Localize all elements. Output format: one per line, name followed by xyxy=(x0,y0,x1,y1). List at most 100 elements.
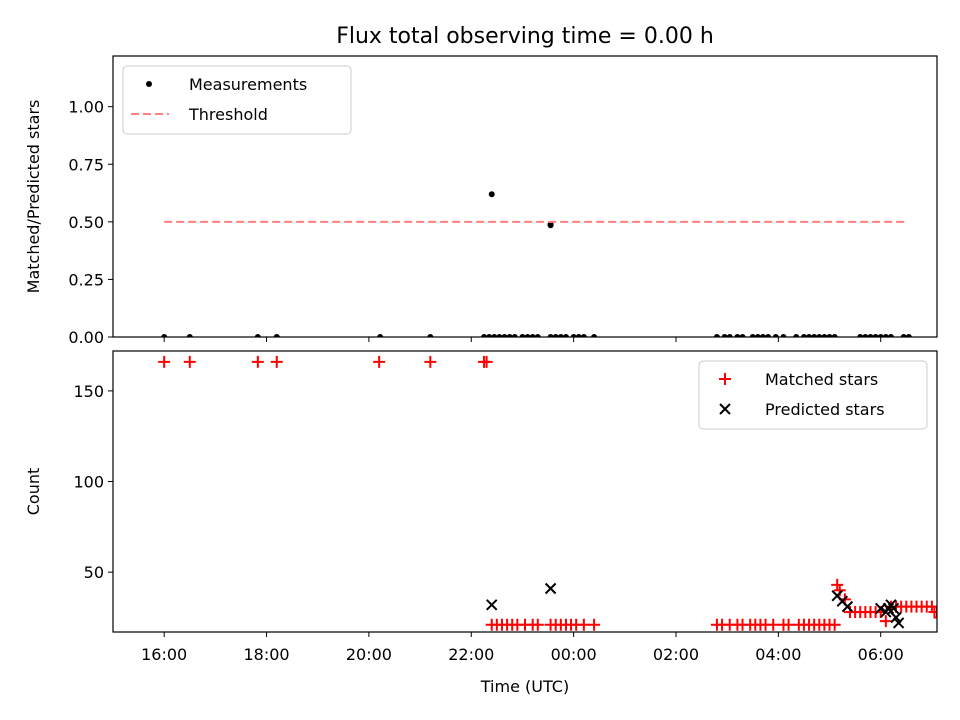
measurement-point xyxy=(887,334,894,337)
measurement-point xyxy=(734,334,741,337)
predicted-star-marker xyxy=(874,602,887,615)
measurement-point xyxy=(900,334,907,337)
predicted-star-marker xyxy=(841,600,854,613)
matched-star-marker xyxy=(828,618,841,631)
measurement-point xyxy=(486,334,493,337)
measurement-point xyxy=(721,334,728,337)
predicted-star-b xyxy=(880,606,892,618)
legend: Matched stars Predicted stars xyxy=(698,360,928,430)
measurement-point xyxy=(806,334,813,337)
x-tick-label: 02:00 xyxy=(653,645,699,664)
matched-star-marker xyxy=(373,355,386,368)
measurement-point xyxy=(905,334,912,337)
axes-frame xyxy=(112,350,938,633)
legend-label: Predicted stars xyxy=(765,400,885,419)
matched-star-marker xyxy=(767,618,780,631)
y-tick-label: 100 xyxy=(73,473,104,492)
measurement-point xyxy=(529,334,536,337)
measurement-point xyxy=(862,334,869,337)
measurement-point xyxy=(570,334,577,337)
predicted-star-marker xyxy=(885,599,897,611)
matched-star-marker xyxy=(831,578,844,591)
measurement-point xyxy=(591,334,598,337)
measurement-point xyxy=(811,334,818,337)
matched-star-marker xyxy=(577,618,590,631)
measurement-point xyxy=(273,334,280,337)
measurement-point xyxy=(726,334,733,337)
x-tick-label: 16:00 xyxy=(141,645,187,664)
y-tick-label: 0.75 xyxy=(68,155,104,174)
predicted-star-b xyxy=(892,617,905,629)
measurement-point xyxy=(713,334,720,337)
legend-predicted-swatch-b xyxy=(719,403,731,415)
matched-star-marker xyxy=(588,618,601,631)
y-tick-label: 150 xyxy=(73,382,104,401)
axes-frame xyxy=(112,55,938,338)
measurement-point xyxy=(580,334,587,337)
x-tick-label: 00:00 xyxy=(551,645,597,664)
measurement-point xyxy=(800,334,807,337)
predicted-star-marker xyxy=(880,606,892,618)
matched-star-marker xyxy=(933,616,937,619)
matched-star-marker xyxy=(925,600,937,613)
legend-label: Threshold xyxy=(188,105,268,124)
y-tick-label: 0.00 xyxy=(68,328,104,347)
measurement-point xyxy=(186,334,193,337)
measurement-point xyxy=(821,334,828,337)
measurement-point xyxy=(765,334,772,337)
matched-star-marker xyxy=(251,355,264,368)
predicted-star-b xyxy=(831,590,843,602)
measurement-point xyxy=(872,334,879,337)
measurement-point xyxy=(826,334,833,337)
predicted-star-marker xyxy=(544,582,557,595)
y-tick-label: 0.50 xyxy=(68,213,104,232)
y-axis-label: Matched/Predicted stars xyxy=(24,100,43,294)
predicted-star-b xyxy=(544,582,557,595)
matched-star-marker xyxy=(158,355,171,368)
predicted-star-b xyxy=(874,602,887,615)
measurement-point xyxy=(867,334,874,337)
measurement-point xyxy=(557,334,564,337)
matched-star-marker xyxy=(480,355,493,368)
bottom-panel: 50 100 150 16:00 18:00 20:00 22:00 00:00 02:00 04… xyxy=(24,350,938,696)
measurement-point xyxy=(882,334,889,337)
x-tick-label: 22:00 xyxy=(448,645,494,664)
measurement-point xyxy=(816,334,823,337)
legend-measurement-swatch xyxy=(146,81,152,87)
measurement-point xyxy=(547,334,554,337)
legend-box xyxy=(122,65,352,135)
legend-box xyxy=(698,360,928,430)
measurement-point xyxy=(501,334,508,337)
predicted-star-b xyxy=(841,600,854,613)
x-axis-label: Time (UTC) xyxy=(480,677,569,696)
matched-star-marker xyxy=(931,606,937,619)
measurement-point xyxy=(377,334,384,337)
measurement-point xyxy=(511,334,518,337)
measurement-point xyxy=(254,334,261,337)
x-tick-label: 06:00 xyxy=(858,645,904,664)
matched-star-marker xyxy=(183,355,196,368)
measurement-point xyxy=(759,334,766,337)
measurement-point xyxy=(780,334,787,337)
x-tick-label: 20:00 xyxy=(346,645,392,664)
measurement-point xyxy=(506,334,513,337)
measurement-point xyxy=(488,191,495,198)
measurement-point xyxy=(749,334,756,337)
matched-star-marker xyxy=(782,618,795,631)
measurement-point xyxy=(161,334,168,337)
measurement-point xyxy=(519,334,526,337)
x-tick-label: 04:00 xyxy=(755,645,801,664)
y-tick-label: 0.25 xyxy=(68,270,104,289)
measurement-point xyxy=(552,334,559,337)
y-axis-label: Count xyxy=(24,468,43,516)
figure-title: Flux total observing time = 0.00 h xyxy=(336,24,714,49)
predicted-star-b xyxy=(836,595,849,607)
legend-label: Measurements xyxy=(189,75,307,94)
measurement-point xyxy=(831,334,838,337)
measurement-point xyxy=(534,334,541,337)
legend-label: Matched stars xyxy=(765,370,878,389)
plot-area xyxy=(161,191,912,337)
predicted-star-b xyxy=(486,599,498,611)
plot-area xyxy=(158,355,937,631)
